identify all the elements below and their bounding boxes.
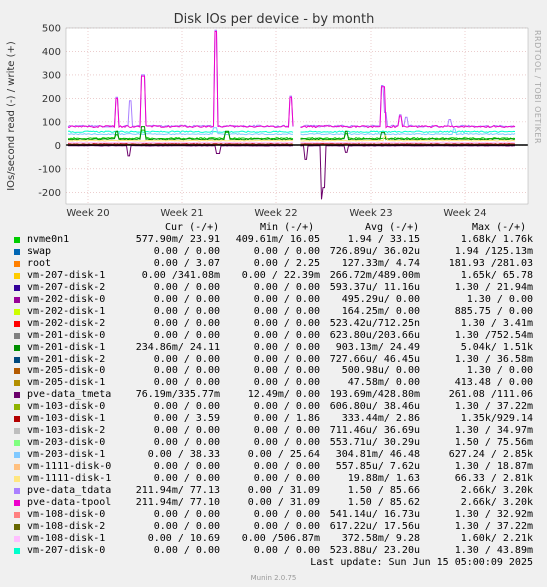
series-line-vm-108-disk-1 bbox=[67, 141, 516, 144]
plot-area bbox=[66, 28, 528, 204]
y-tick-label: -200 bbox=[38, 188, 61, 199]
y-tick-label: 500 bbox=[42, 24, 61, 35]
series-line-vm-207-disk-0 bbox=[67, 130, 516, 134]
x-tick-label: Week 21 bbox=[160, 208, 203, 219]
x-axis-ticks: Week 20 Week 21 Week 22 Week 23 Week 24 bbox=[66, 208, 486, 219]
y-tick-label: 400 bbox=[42, 47, 61, 58]
last-update: Last update: Sun Jun 15 05:00:09 2025 bbox=[310, 557, 533, 568]
x-tick-label: Week 23 bbox=[349, 208, 392, 219]
x-tick-label: Week 20 bbox=[66, 208, 109, 219]
x-tick-label: Week 22 bbox=[254, 208, 297, 219]
series-line-vm-1111-disk-1 bbox=[67, 135, 516, 142]
rrdtool-credit: RRDTOOL / TOBI OETIKER bbox=[533, 30, 542, 145]
column-header-cur: Cur (-/+) bbox=[165, 222, 220, 233]
y-axis-ticks: -200 -100 0 100 200 300 400 500 bbox=[38, 24, 61, 199]
series-line-vm-201-disk-1 bbox=[67, 126, 516, 141]
plot-border bbox=[65, 27, 529, 205]
y-tick-label: 300 bbox=[42, 70, 61, 81]
y-axis-label: IOs/second read (-) / write (+) bbox=[6, 41, 17, 191]
y-tick-label: 200 bbox=[42, 94, 61, 105]
x-tick-label: Week 24 bbox=[443, 208, 486, 219]
column-header-avg: Avg (-/+) bbox=[365, 222, 420, 233]
series-line-pve-data-tpool bbox=[67, 31, 516, 129]
y-tick-label: 0 bbox=[55, 141, 61, 152]
chart-title: Disk IOs per device - by month bbox=[174, 12, 375, 27]
munin-version: Munin 2.0.75 bbox=[250, 574, 297, 582]
column-header-max: Max (-/+) bbox=[472, 222, 527, 233]
series-line-vm-203-disk-1 bbox=[67, 127, 516, 136]
column-header-min: Min (-/+) bbox=[260, 222, 315, 233]
y-tick-label: 100 bbox=[42, 117, 61, 128]
y-tick-label: -100 bbox=[38, 164, 61, 175]
